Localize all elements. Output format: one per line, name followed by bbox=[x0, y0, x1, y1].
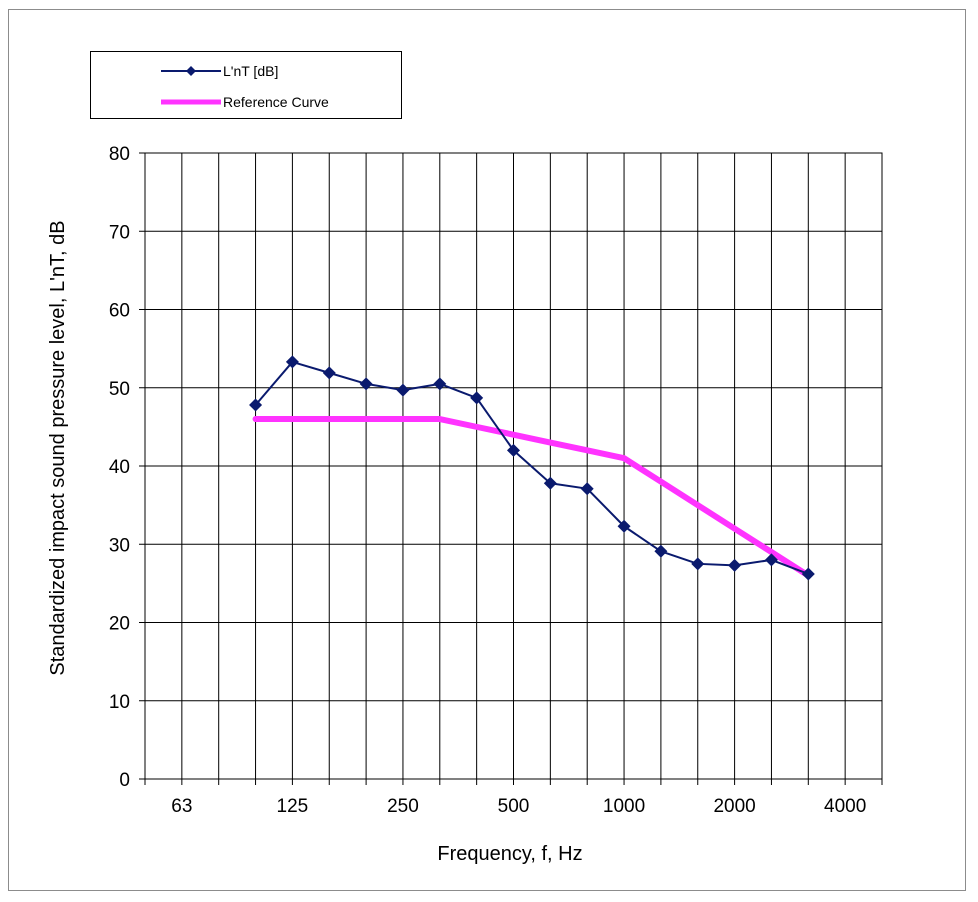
legend-swatch-lnt bbox=[161, 66, 221, 76]
data-point-lnt bbox=[249, 398, 263, 412]
y-tick-label: 80 bbox=[109, 144, 130, 165]
series-line-reference-curve bbox=[252, 416, 812, 579]
y-tick-label: 0 bbox=[119, 770, 130, 791]
legend-label-lnt: L'nT [dB] bbox=[223, 63, 279, 79]
legend: L'nT [dB] Reference Curve bbox=[90, 51, 402, 119]
y-axis-title: Standardized impact sound pressure level… bbox=[47, 220, 69, 675]
x-tick-label: 500 bbox=[498, 796, 530, 817]
y-tick-label: 70 bbox=[109, 222, 130, 243]
data-point-lnt bbox=[507, 443, 520, 457]
x-tick-label: 63 bbox=[171, 796, 192, 817]
grid bbox=[145, 152, 882, 780]
data-point-lnt bbox=[543, 476, 557, 490]
y-tick-label: 40 bbox=[109, 457, 130, 478]
data-point-lnt bbox=[470, 391, 484, 405]
data-point-lnt bbox=[617, 519, 631, 533]
legend-swatch-reference bbox=[161, 99, 221, 105]
x-tick-label: 1000 bbox=[603, 796, 645, 817]
x-tick-label: 125 bbox=[277, 796, 309, 817]
data-point-lnt bbox=[322, 366, 336, 380]
series-layer bbox=[249, 355, 815, 581]
y-tick-label: 60 bbox=[109, 301, 130, 322]
data-point-lnt bbox=[691, 557, 705, 571]
data-point-lnt bbox=[396, 383, 410, 397]
y-tick-labels: 0 10 20 30 40 50 60 70 80 bbox=[109, 144, 130, 791]
legend-entry-lnt: L'nT [dB] bbox=[91, 61, 401, 81]
axes bbox=[139, 152, 883, 785]
x-axis-title: Frequency, f, Hz bbox=[437, 843, 582, 865]
data-point-lnt bbox=[764, 553, 778, 567]
data-point-lnt bbox=[580, 482, 594, 496]
legend-entry-reference: Reference Curve bbox=[91, 92, 401, 112]
data-point-lnt bbox=[801, 567, 815, 581]
y-tick-label: 30 bbox=[109, 535, 130, 556]
data-point-lnt bbox=[728, 558, 742, 572]
x-tick-labels: 63 125 250 500 1000 2000 4000 bbox=[171, 796, 866, 817]
x-tick-label: 4000 bbox=[824, 796, 866, 817]
x-tick-label: 250 bbox=[387, 796, 419, 817]
data-point-lnt bbox=[654, 544, 668, 558]
y-tick-label: 20 bbox=[109, 614, 130, 635]
y-tick-label: 10 bbox=[109, 692, 130, 713]
data-point-lnt bbox=[359, 377, 373, 391]
series-line-lnt bbox=[254, 360, 810, 575]
legend-label-reference: Reference Curve bbox=[223, 94, 329, 110]
data-point-lnt bbox=[285, 355, 299, 369]
x-tick-label: 2000 bbox=[713, 796, 755, 817]
data-point-lnt bbox=[433, 377, 447, 391]
chart-frame bbox=[8, 9, 966, 891]
y-tick-label: 50 bbox=[109, 379, 130, 400]
